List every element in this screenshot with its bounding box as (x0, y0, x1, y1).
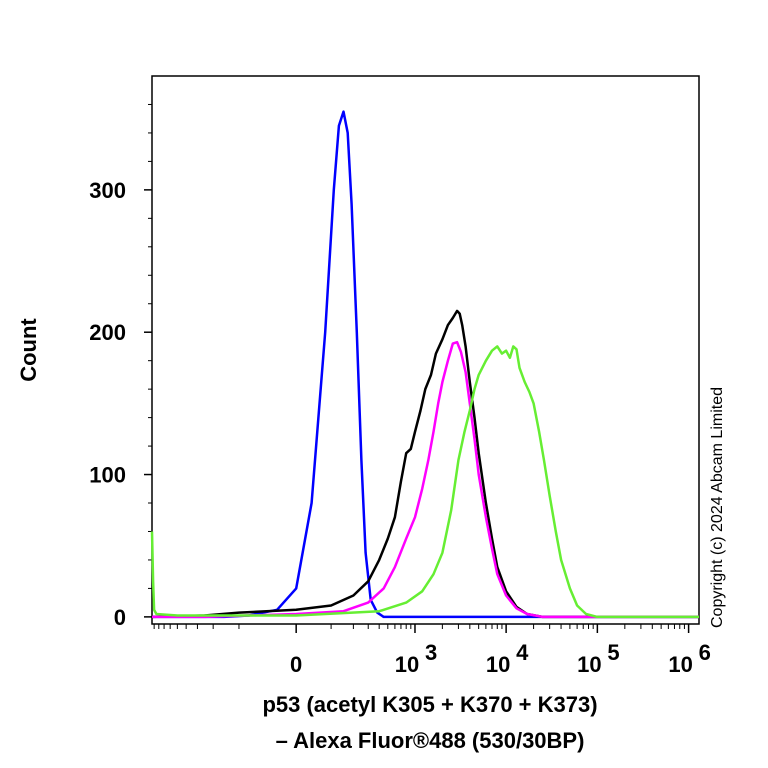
y-tick-label-3: 300 (89, 178, 126, 203)
x-tick-label-0: 0 (290, 652, 302, 677)
x-tick-exponent-3: 5 (607, 640, 619, 665)
x-tick-exponent-2: 4 (516, 640, 529, 665)
series-lines (150, 110, 699, 619)
x-tick-label-4: 10 (668, 652, 692, 677)
y-axis-title: Count (16, 318, 41, 382)
x-tick-exponent-4: 6 (699, 640, 711, 665)
series-line-0 (152, 110, 699, 619)
x-axis: 0 10 3 10 4 10 5 10 6 (153, 624, 711, 677)
x-tick-label-2: 10 (486, 652, 510, 677)
series-line-3 (150, 345, 699, 619)
plot-frame (151, 75, 700, 625)
series-line-2 (152, 340, 699, 619)
x-axis-title-line1: p53 (acetyl K305 + K370 + K373) (262, 692, 597, 717)
y-tick-label-2: 200 (89, 320, 126, 345)
x-tick-label-1: 10 (395, 652, 419, 677)
x-tick-exponent-1: 3 (425, 640, 437, 665)
x-axis-title-line2: – Alexa Fluor®488 (530/30BP) (276, 728, 585, 753)
y-tick-label-0: 0 (114, 605, 126, 630)
y-tick-label-1: 100 (89, 463, 126, 488)
series-line-1 (151, 309, 699, 619)
x-tick-label-3: 10 (577, 652, 601, 677)
y-axis: 0 100 200 300 (89, 103, 152, 630)
copyright-text: Copyright (c) 2024 Abcam Limited (709, 387, 726, 628)
